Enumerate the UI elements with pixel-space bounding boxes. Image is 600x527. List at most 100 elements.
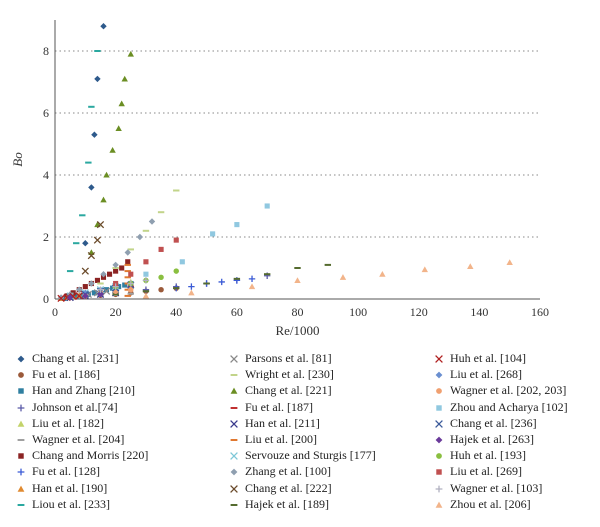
data-point	[128, 286, 134, 293]
legend-item: Han et al. [190]	[14, 480, 148, 496]
data-point	[125, 259, 131, 265]
data-point	[73, 293, 79, 300]
legend-item: Liu et al. [200]	[227, 431, 376, 447]
data-point	[73, 242, 80, 245]
legend-label: Hajek et al. [263]	[450, 431, 534, 446]
legend-item: Chang et al. [221]	[227, 382, 376, 398]
data-point	[173, 237, 179, 243]
legend-marker-shape	[17, 438, 25, 441]
legend-marker	[436, 469, 442, 476]
legend-label: Chang and Morris [220]	[32, 448, 149, 463]
legend-marker-shape	[436, 453, 442, 460]
legend-label: Liu et al. [200]	[245, 431, 317, 446]
series-25	[66, 291, 104, 301]
data-point	[173, 287, 180, 290]
data-point	[82, 284, 88, 290]
y-tick-label: 6	[43, 106, 49, 120]
legend-label: Chang et al. [222]	[245, 480, 332, 495]
legend-label: Liou et al. [233]	[32, 496, 110, 511]
data-point	[85, 161, 92, 164]
legend-item: Wagner et al. [204]	[14, 431, 148, 447]
legend-label: Han and Zhang [210]	[32, 383, 135, 398]
legend-item: Liu et al. [269]	[432, 463, 568, 479]
legend-marker	[17, 420, 25, 427]
legend-marker	[17, 503, 25, 506]
legend-marker	[230, 355, 238, 363]
series-0	[82, 23, 107, 247]
data-point	[107, 271, 113, 277]
data-point	[379, 271, 386, 277]
legend-item: Chang et al. [231]	[14, 350, 148, 366]
legend-marker-shape	[230, 419, 238, 428]
legend: Chang et al. [231] Fu et al. [186] Han and…	[14, 350, 594, 525]
legend-marker	[436, 388, 442, 395]
legend-label: Zhou and Acharya [102]	[450, 399, 568, 414]
legend-marker	[17, 485, 25, 492]
series-12	[88, 50, 134, 256]
series-28	[97, 277, 150, 293]
y-tick-label: 2	[43, 230, 49, 244]
legend-label: Liu et al. [182]	[32, 415, 104, 430]
x-tick-label: 160	[531, 305, 549, 319]
legend-marker-shape	[435, 419, 443, 428]
legend-item: Wright et al. [230]	[227, 366, 376, 382]
y-axis-label: Bo	[10, 152, 25, 167]
legend-item: Liu et al. [268]	[432, 366, 568, 382]
data-point	[173, 189, 180, 192]
data-point	[124, 288, 131, 291]
data-point	[96, 220, 105, 229]
legend-item: Zhou et al. [206]	[432, 496, 568, 512]
data-point	[127, 280, 134, 287]
legend-marker	[17, 404, 25, 411]
data-point	[248, 283, 256, 290]
legend-marker	[230, 374, 238, 377]
legend-marker-shape	[435, 355, 443, 363]
legend-marker	[435, 501, 443, 508]
tick-labels: 0 20 40 60 80 100 120 140 160 0 2 4 6 8	[43, 44, 549, 319]
data-point	[119, 265, 125, 271]
legend-label: Zhou et al. [206]	[450, 496, 531, 511]
data-point	[79, 214, 86, 217]
series-7	[173, 275, 256, 292]
data-point	[210, 231, 216, 237]
data-point	[82, 292, 89, 300]
data-point	[93, 236, 102, 244]
data-point	[264, 203, 270, 209]
data-point	[103, 287, 110, 293]
legend-label: Fu et al. [186]	[32, 367, 100, 382]
axes	[54, 20, 540, 300]
data-point	[97, 286, 104, 293]
data-point	[173, 268, 179, 274]
data-point	[136, 233, 144, 241]
data-point	[109, 147, 116, 153]
legend-marker-shape	[17, 485, 25, 492]
data-point	[148, 218, 156, 225]
data-point	[143, 259, 149, 265]
data-point	[248, 275, 256, 283]
data-point	[102, 287, 111, 295]
data-point	[142, 290, 150, 293]
data-point	[188, 289, 195, 296]
legend-marker	[230, 387, 238, 395]
legend-marker	[435, 436, 443, 444]
legend-marker-shape	[230, 374, 238, 377]
legend-item: Liu et al. [182]	[14, 415, 148, 431]
data-point	[66, 294, 74, 301]
data-point	[76, 286, 83, 293]
legend-item: Johnson et al.[74]	[14, 399, 148, 415]
legend-label: Wagner et al. [202, 203]	[450, 383, 567, 398]
data-point	[97, 282, 104, 285]
legend-item: Fu et al. [186]	[14, 366, 148, 382]
legend-item: Zhou and Acharya [102]	[432, 399, 568, 415]
data-point	[188, 283, 195, 290]
legend-marker-shape	[230, 355, 238, 363]
legend-item: Huh et al. [104]	[432, 350, 568, 366]
x-tick-label: 0	[52, 305, 58, 319]
legend-label: Johnson et al.[74]	[32, 399, 118, 414]
legend-label: Han et al. [190]	[32, 480, 108, 495]
legend-marker	[18, 372, 24, 379]
legend-item: Han and Zhang [210]	[14, 382, 148, 398]
legend-label: Wright et al. [230]	[245, 367, 334, 382]
legend-item: Liou et al. [233]	[14, 496, 148, 512]
legend-marker-shape	[17, 420, 25, 427]
